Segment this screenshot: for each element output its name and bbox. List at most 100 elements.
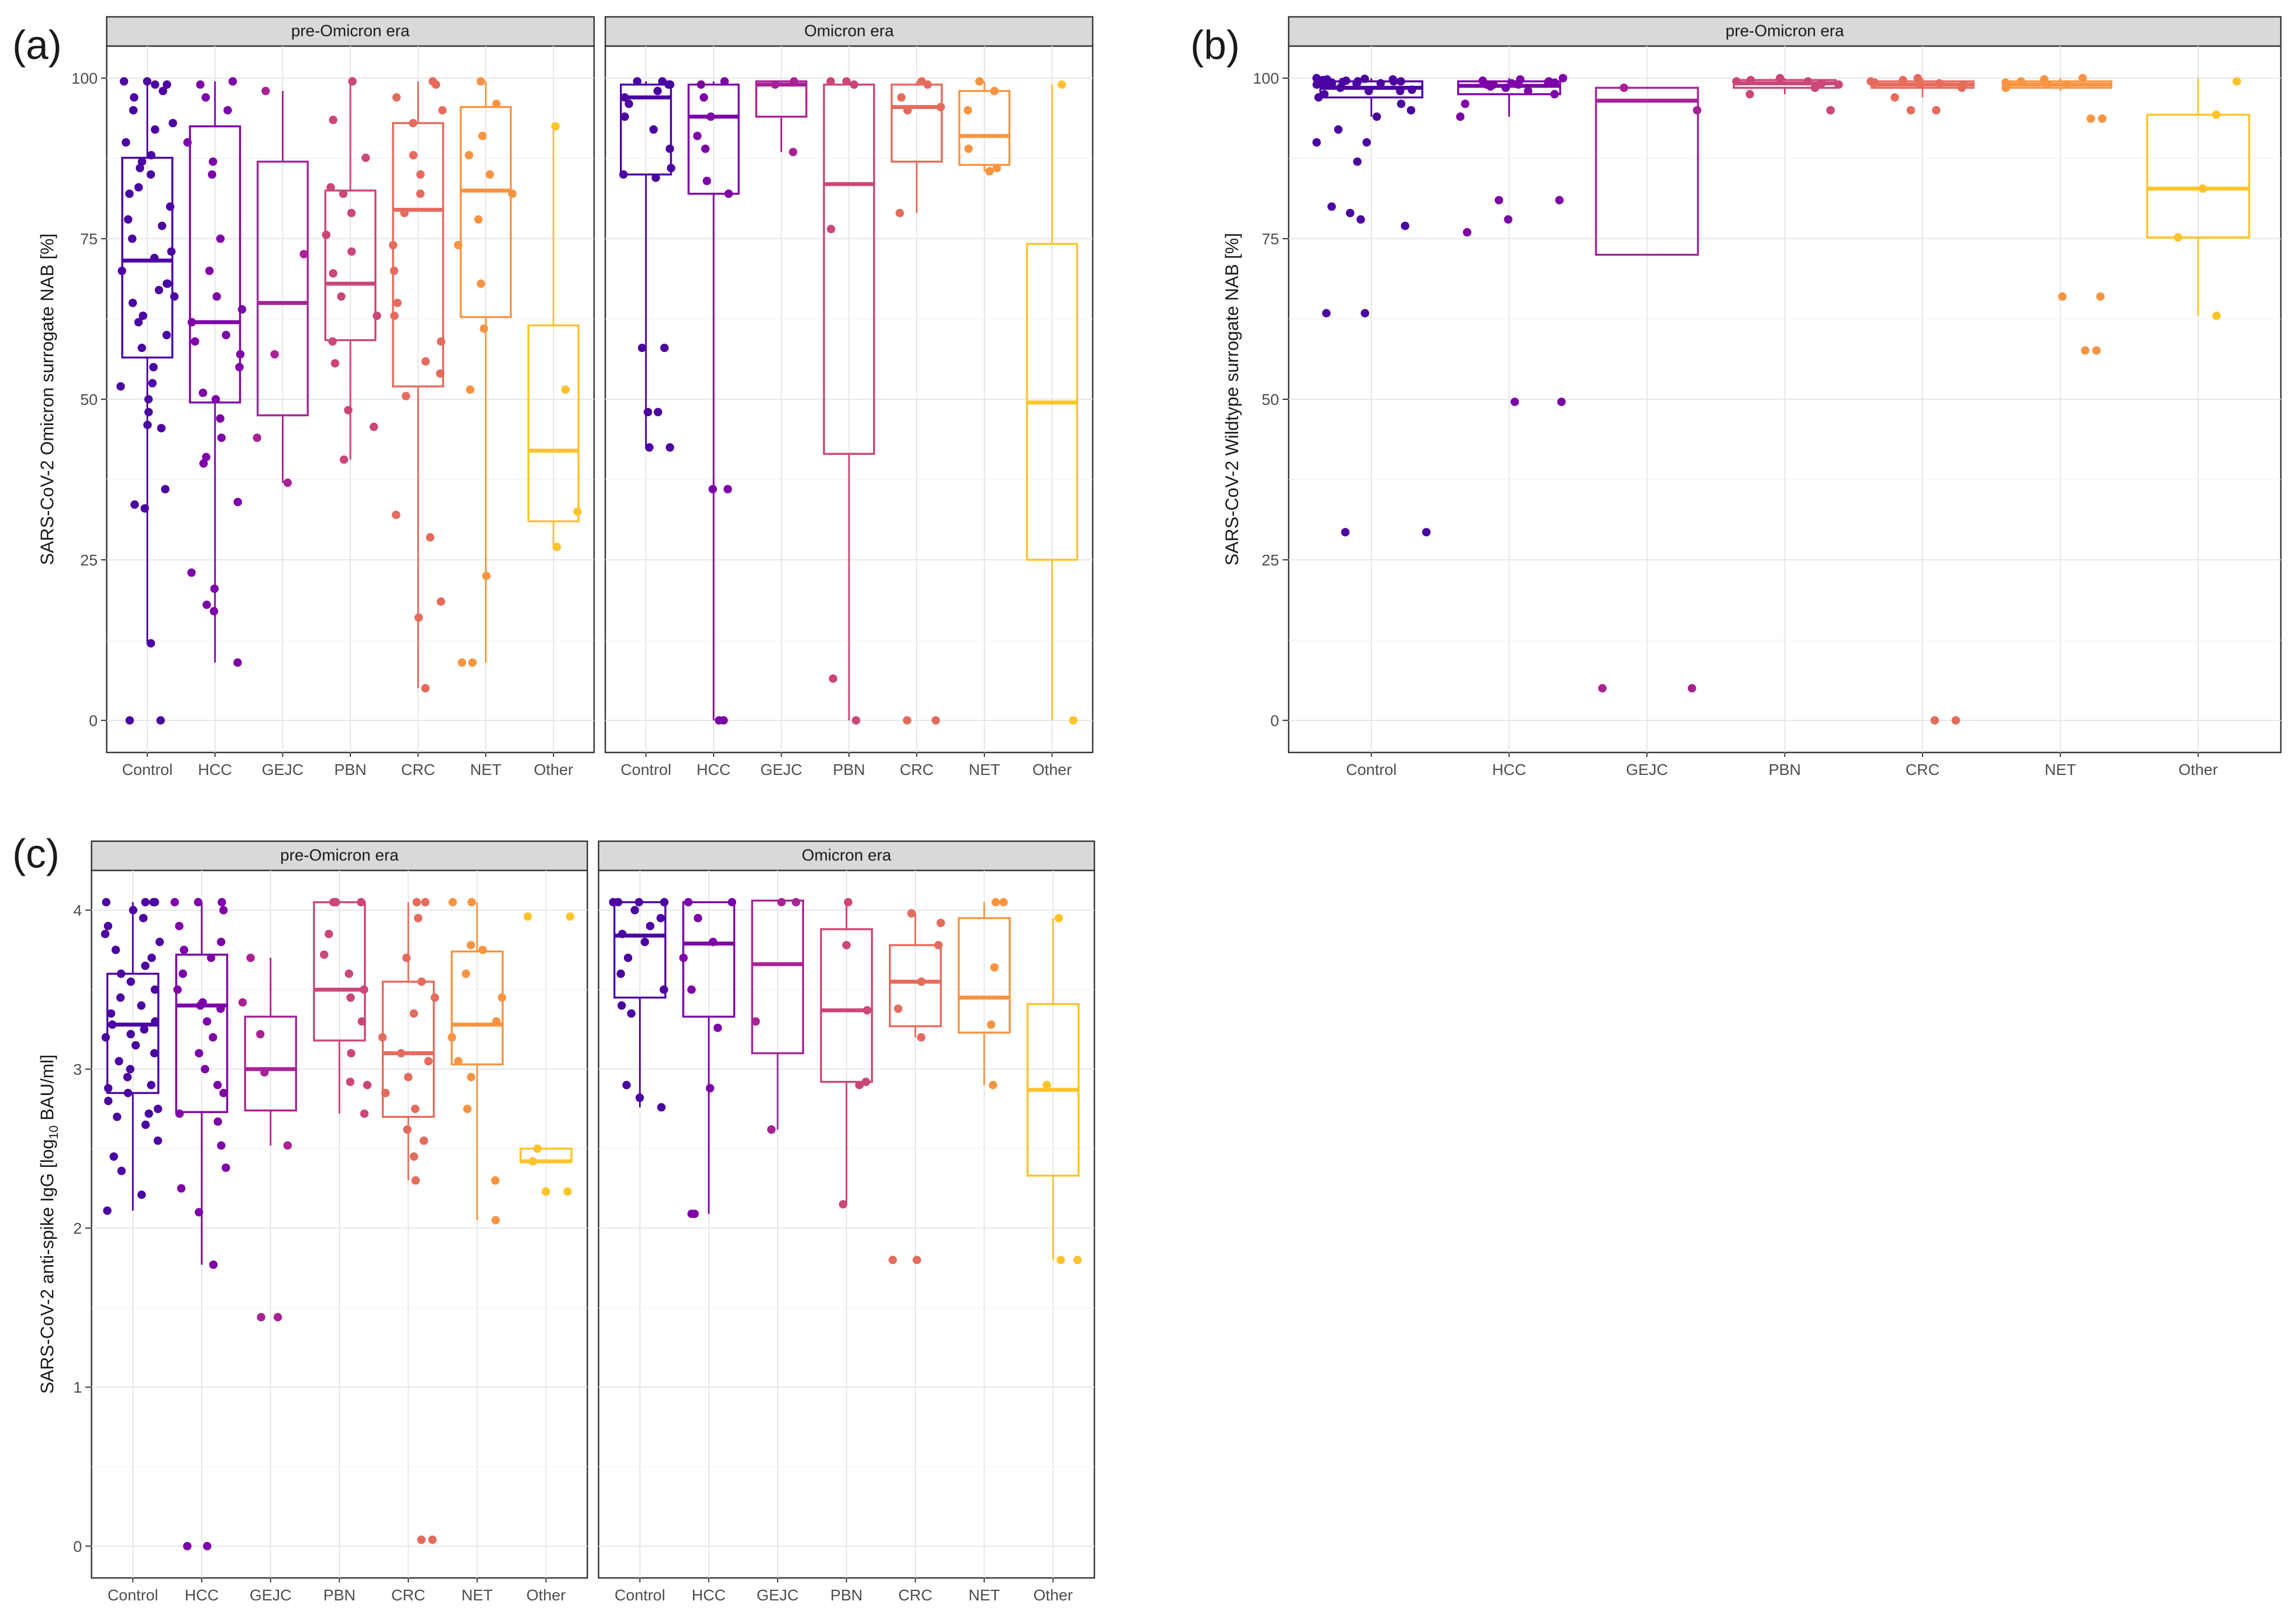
- data-point: [1345, 208, 1354, 217]
- data-point: [121, 138, 130, 147]
- data-point: [839, 1200, 848, 1209]
- data-point: [138, 157, 147, 166]
- data-point: [328, 116, 337, 125]
- data-point: [541, 1187, 550, 1196]
- x-tick-label: GEJC: [757, 1586, 799, 1604]
- data-point: [474, 215, 483, 224]
- data-point: [719, 716, 728, 725]
- data-point: [687, 985, 696, 994]
- data-point: [201, 93, 210, 102]
- x-tick-label: HCC: [185, 1586, 219, 1604]
- data-point: [210, 584, 219, 593]
- data-point: [117, 1166, 126, 1175]
- data-point: [177, 1184, 186, 1193]
- data-point: [273, 1313, 282, 1322]
- data-point: [107, 1009, 116, 1018]
- data-point: [409, 150, 418, 159]
- data-point: [167, 247, 176, 256]
- y-tick-label: 100: [1253, 70, 1279, 87]
- data-point: [430, 993, 439, 1002]
- data-point: [128, 298, 137, 307]
- data-point: [358, 1017, 367, 1026]
- data-point: [850, 80, 859, 89]
- data-point: [144, 395, 153, 404]
- data-point: [693, 914, 702, 923]
- data-point: [2174, 233, 2183, 242]
- data-point: [771, 80, 780, 89]
- data-point: [1322, 309, 1331, 318]
- data-point: [777, 898, 786, 907]
- data-point: [693, 131, 702, 140]
- data-point: [635, 898, 643, 907]
- data-point: [150, 125, 159, 134]
- data-point: [221, 1163, 230, 1172]
- data-point: [2198, 184, 2207, 193]
- data-point: [414, 914, 423, 923]
- data-point: [1510, 398, 1519, 407]
- y-tick-label: 25: [80, 551, 98, 569]
- data-point: [390, 266, 399, 275]
- data-point: [238, 998, 247, 1007]
- data-point: [233, 658, 242, 667]
- data-point: [129, 906, 138, 915]
- box: [1595, 86, 1699, 256]
- data-point: [917, 977, 926, 986]
- box: [244, 1015, 297, 1112]
- data-point: [640, 937, 649, 946]
- data-point: [1550, 78, 1559, 87]
- x-tick-label: PBN: [334, 761, 367, 778]
- box-group-control: [619, 77, 675, 452]
- box-group-net: [448, 898, 506, 1225]
- x-tick-label: HCC: [692, 1586, 726, 1604]
- data-point: [492, 99, 501, 108]
- data-point: [985, 167, 994, 176]
- data-point: [347, 208, 356, 217]
- data-point: [827, 225, 836, 234]
- data-point: [175, 1109, 184, 1118]
- data-point: [708, 485, 717, 494]
- data-point: [117, 969, 126, 978]
- data-point: [706, 1084, 715, 1093]
- data-point: [665, 443, 674, 452]
- data-point: [346, 1049, 355, 1058]
- box-group-hcc: [687, 77, 740, 725]
- y-axis-title: SARS-CoV-2 Omicron surrogate NAB [%]: [37, 234, 57, 565]
- box-group-control: [101, 898, 164, 1215]
- data-point: [684, 898, 693, 907]
- data-point: [767, 1125, 776, 1134]
- data-point: [283, 478, 292, 487]
- panel-a: (a) SARS-CoV-2 Omicron surrogate NAB [%] 0…: [12, 16, 1094, 778]
- data-point: [462, 969, 471, 978]
- data-point: [482, 572, 491, 580]
- y-tick-label: 50: [80, 391, 98, 408]
- box-group-other: [1026, 80, 1079, 725]
- data-point: [348, 77, 357, 86]
- data-point: [991, 898, 1000, 907]
- data-point: [826, 77, 835, 86]
- data-point: [162, 279, 171, 288]
- data-point: [111, 946, 120, 955]
- data-point: [533, 1144, 542, 1153]
- box: [823, 83, 875, 455]
- box: [2146, 113, 2251, 239]
- x-tick-label: NET: [462, 1586, 493, 1604]
- box-group-pbn: [1732, 74, 1843, 115]
- data-point: [426, 533, 435, 542]
- data-point: [565, 912, 574, 921]
- data-point: [257, 1313, 266, 1322]
- box: [121, 157, 174, 359]
- box: [619, 83, 672, 176]
- data-point: [1559, 74, 1568, 83]
- data-point: [154, 286, 163, 295]
- data-point: [1834, 80, 1843, 89]
- box: [175, 954, 229, 1114]
- data-point: [124, 1088, 133, 1097]
- x-tick-label: Other: [1033, 1586, 1072, 1604]
- data-point: [2092, 346, 2101, 355]
- facet-strip-label: pre-Omicron era: [280, 847, 399, 865]
- data-point: [417, 1535, 426, 1544]
- data-point: [155, 937, 164, 946]
- box: [889, 944, 942, 1028]
- data-point: [115, 1057, 124, 1066]
- data-point: [1372, 112, 1381, 121]
